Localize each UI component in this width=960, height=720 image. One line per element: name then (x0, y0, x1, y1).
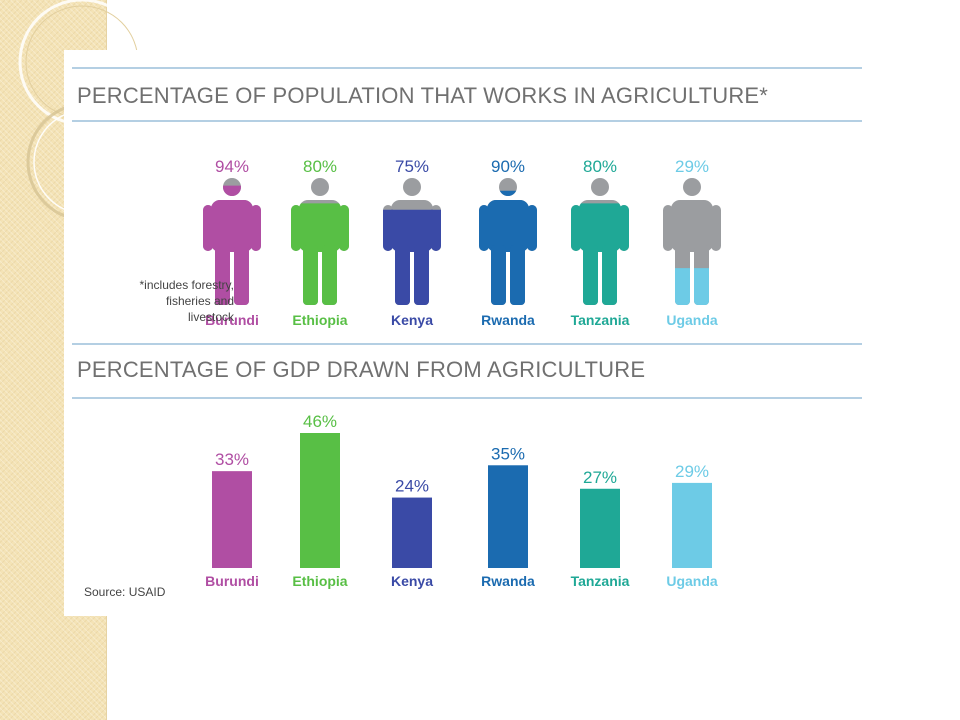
category-label-kenya: Kenya (391, 312, 433, 328)
rule-top (72, 67, 862, 69)
footnote-line: fisheries and (165, 294, 234, 308)
gdp-bar-tanzania (580, 488, 620, 568)
person-icon-fill-tanzania (571, 203, 629, 305)
gdp-heading: PERCENTAGE OF GDP DRAWN FROM AGRICULTURE (77, 357, 646, 382)
source-note: Source: USAID (84, 585, 166, 599)
gdp-bar-uganda (672, 482, 712, 568)
category-label-uganda: Uganda (666, 312, 718, 328)
infographic-card: PERCENTAGE OF POPULATION THAT WORKS IN A… (64, 50, 870, 616)
value-label-burundi: 94% (215, 157, 249, 176)
gdp-value-label-uganda: 29% (675, 462, 709, 481)
person-icon-fill-uganda (675, 268, 709, 305)
gdp-bar-kenya (392, 497, 432, 568)
value-label-tanzania: 80% (583, 157, 617, 176)
gdp-value-label-burundi: 33% (215, 450, 249, 469)
person-icon-unfilled (663, 178, 721, 305)
category-label-ethiopia: Ethiopia (292, 312, 347, 328)
gdp-category-label-uganda: Uganda (666, 573, 718, 589)
population-heading: PERCENTAGE OF POPULATION THAT WORKS IN A… (77, 83, 769, 108)
gdp-bar-ethiopia (300, 433, 340, 568)
value-label-kenya: 75% (395, 157, 429, 176)
gdp-value-label-kenya: 24% (395, 477, 429, 496)
rule-under-population-heading (72, 120, 862, 122)
gdp-category-label-rwanda: Rwanda (481, 573, 535, 589)
gdp-category-label-ethiopia: Ethiopia (292, 573, 347, 589)
person-icon-fill-ethiopia (291, 203, 349, 305)
person-icon-fill-burundi (203, 185, 261, 305)
gdp-bar-chart: 33% Burundi 46% Ethiopia 24% Kenya 35% Rwanda 27… (205, 412, 718, 589)
value-label-rwanda: 90% (491, 157, 525, 176)
gdp-value-label-tanzania: 27% (583, 468, 617, 487)
value-label-uganda: 29% (675, 157, 709, 176)
category-label-rwanda: Rwanda (481, 312, 535, 328)
gdp-bar-burundi (212, 471, 252, 568)
gdp-category-label-tanzania: Tanzania (571, 573, 630, 589)
gdp-bar-rwanda (488, 465, 528, 568)
rule-middle (72, 343, 862, 345)
rule-under-gdp-heading (72, 397, 862, 399)
person-icon-fill-kenya (383, 209, 441, 305)
gdp-category-label-burundi: Burundi (205, 573, 259, 589)
category-label-tanzania: Tanzania (571, 312, 630, 328)
gdp-category-label-kenya: Kenya (391, 573, 433, 589)
footnote-line: livestock (187, 310, 234, 324)
person-icon-fill-rwanda (479, 190, 537, 305)
footnote-line: *includes forestry, (139, 278, 234, 292)
gdp-value-label-rwanda: 35% (491, 444, 525, 463)
gdp-value-label-ethiopia: 46% (303, 412, 337, 431)
footnote: *includes forestry, fisheries and livest… (80, 277, 234, 325)
population-pictogram-chart: 94% Burundi 80% Ethiopia 75% Kenya 90% Rwanda 80… (203, 157, 721, 328)
category-label-burundi: Burundi (205, 312, 259, 328)
value-label-ethiopia: 80% (303, 157, 337, 176)
